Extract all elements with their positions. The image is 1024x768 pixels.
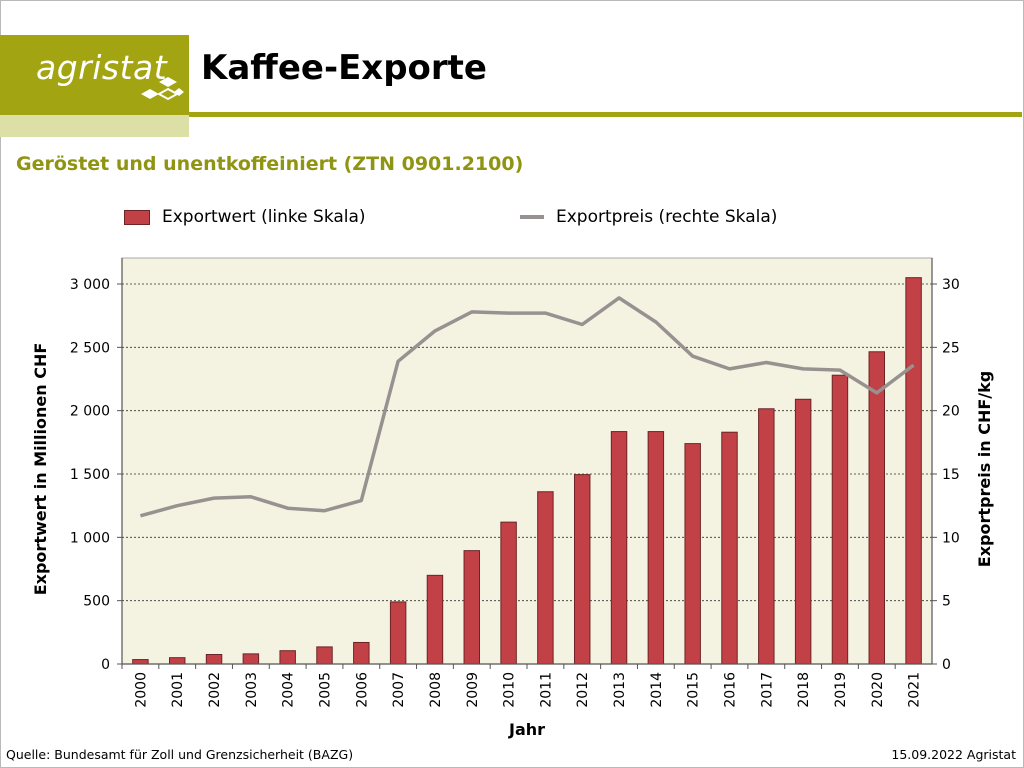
x-tick-label: 2016 [723, 672, 739, 708]
x-tick-label: 2004 [281, 672, 297, 708]
x-tick-label: 2018 [796, 672, 812, 708]
bar-2003 [242, 653, 260, 665]
bar-2012 [573, 474, 591, 665]
x-tick-label: 2007 [391, 672, 407, 708]
bar-2009 [463, 550, 481, 665]
y-axis-label-right: Exportpreis in CHF/kg [975, 371, 994, 567]
y-tick-label-left: 1 500 [70, 467, 110, 483]
x-tick-label: 2019 [833, 672, 849, 708]
x-tick-label: 2001 [170, 672, 186, 708]
x-tick-label: 2013 [612, 672, 628, 708]
x-tick-label: 2011 [538, 672, 554, 708]
y-tick-label-left: 1 000 [70, 530, 110, 546]
bar-2015 [684, 443, 701, 665]
x-tick-label: 2005 [318, 672, 334, 708]
legend-line-swatch [520, 215, 544, 219]
bar-2020 [868, 351, 886, 665]
bar-2000 [132, 659, 149, 665]
bar-2008 [426, 574, 444, 665]
bar-2013 [610, 431, 628, 665]
logo-box [0, 35, 189, 115]
legend-bar-swatch [124, 209, 150, 225]
footer-date: 15.09.2022 Agristat [891, 747, 1016, 762]
x-tick-label: 2014 [649, 672, 665, 708]
bar-2019 [831, 374, 849, 665]
bar-2006 [353, 641, 370, 665]
y-tick-label-right: 20 [942, 404, 960, 420]
bar-2011 [537, 491, 554, 665]
legend-item-bar: Exportwert (linke Skala) [124, 207, 366, 227]
y-tick-label-right: 25 [942, 340, 960, 356]
y-tick-label-right: 0 [942, 657, 951, 673]
bar-2017 [758, 408, 775, 665]
footer-source: Quelle: Bundesamt für Zoll und Grenzsich… [6, 747, 354, 762]
x-tick-label: 2003 [244, 672, 260, 708]
x-axis-label: Jahr [508, 720, 545, 739]
y-tick-label-left: 2 000 [70, 404, 110, 420]
bar-2002 [205, 654, 223, 665]
x-tick-label: 2000 [133, 672, 149, 708]
y-tick-label-left: 500 [83, 594, 110, 610]
x-tick-label: 2008 [428, 672, 444, 708]
y-tick-label-left: 2 500 [70, 340, 110, 356]
y-tick-label-right: 10 [942, 530, 960, 546]
x-tick-label: 2009 [465, 672, 481, 708]
x-tick-label: 2015 [686, 672, 702, 708]
y-tick-label-right: 30 [942, 277, 960, 293]
x-tick-label: 2017 [759, 672, 775, 708]
bar-2001 [168, 657, 186, 665]
legend-item-line: Exportpreis (rechte Skala) [520, 207, 777, 227]
y-tick-label-left: 0 [101, 657, 110, 673]
logo-text: agristat [36, 48, 168, 87]
bar-2010 [500, 521, 517, 665]
chart-subtitle: Geröstet und unentkoffeiniert (ZTN 0901.… [16, 153, 524, 175]
series-line-exportpreis [139, 296, 915, 518]
y-tick-label-right: 5 [942, 594, 951, 610]
bar-2004 [279, 650, 296, 665]
page-title: Kaffee-Exporte [201, 48, 487, 88]
logo-diamond-icon [141, 77, 184, 101]
title-rule [189, 112, 1022, 117]
x-tick-label: 2021 [907, 672, 923, 708]
x-tick-label: 2012 [575, 672, 591, 708]
bar-2021 [905, 277, 922, 665]
bar-2018 [794, 398, 812, 665]
y-axis-label-left: Exportwert in Millionen CHF [31, 343, 50, 596]
bar-2016 [721, 431, 738, 665]
y-tick-label-right: 15 [942, 467, 960, 483]
legend-line-label: Exportpreis (rechte Skala) [556, 207, 778, 227]
x-tick-label: 2020 [870, 672, 886, 708]
bar-2007 [389, 601, 407, 665]
bar-2005 [316, 646, 333, 665]
x-tick-label: 2010 [502, 672, 518, 708]
x-tick-label: 2006 [354, 672, 370, 708]
legend-bar-label: Exportwert (linke Skala) [162, 207, 366, 227]
y-tick-label-left: 3 000 [70, 277, 110, 293]
bar-2014 [647, 431, 665, 665]
logo-strip [0, 115, 189, 137]
x-tick-label: 2002 [207, 672, 223, 708]
